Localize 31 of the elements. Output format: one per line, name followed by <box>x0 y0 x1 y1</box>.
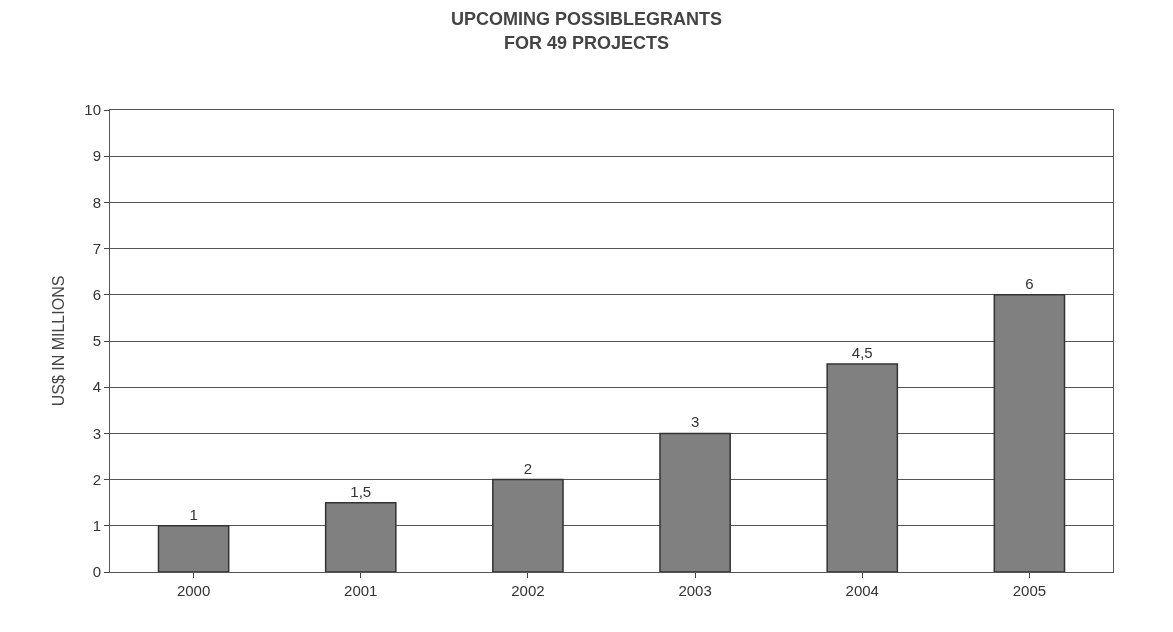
y-tick-label: 3 <box>92 424 101 442</box>
data-label: 2 <box>523 459 533 477</box>
bar <box>993 294 1066 572</box>
y-tick-label: 6 <box>92 286 101 304</box>
y-axis-title: US$ IN MILLIONS <box>50 275 68 407</box>
x-tick-label: 2002 <box>511 582 545 599</box>
x-tick-label: 2001 <box>344 582 378 599</box>
data-label: 4,5 <box>851 344 873 362</box>
y-tick-label: 9 <box>92 147 101 165</box>
x-tick-label: 2005 <box>1012 582 1047 599</box>
y-tick-label: 2 <box>92 470 101 488</box>
y-tick-label: 4 <box>92 378 101 396</box>
bar <box>826 363 899 572</box>
bar <box>324 501 397 572</box>
y-tick-label: 5 <box>92 332 101 350</box>
bar <box>492 478 564 572</box>
y-tick-label: 10 <box>84 101 101 119</box>
x-tick-label: 2003 <box>678 582 712 599</box>
data-label: 1,5 <box>350 482 372 500</box>
chart-title: UPCOMING POSSIBLEGRANTS FOR 49 PROJECTS <box>450 9 723 53</box>
data-label: 1 <box>189 505 198 523</box>
y-tick-label: 1 <box>92 517 101 535</box>
y-tick-label: 7 <box>92 239 101 257</box>
bar <box>659 432 731 572</box>
bar <box>157 525 230 572</box>
x-tick-label: 2004 <box>845 582 879 599</box>
x-tick-label: 2000 <box>176 582 211 599</box>
y-tick-label: 8 <box>92 193 101 211</box>
data-label: 6 <box>1025 274 1034 292</box>
data-label: 3 <box>690 413 700 431</box>
y-tick-label: 0 <box>92 563 101 581</box>
